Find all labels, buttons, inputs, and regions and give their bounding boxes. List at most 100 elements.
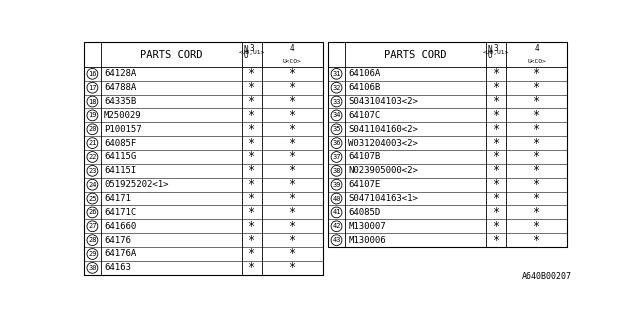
Text: 051925202<1>: 051925202<1> <box>104 180 168 189</box>
Text: *: * <box>289 178 296 191</box>
Text: *: * <box>493 150 500 164</box>
Text: 64335B: 64335B <box>104 97 136 106</box>
Text: PARTS CORD: PARTS CORD <box>140 50 203 60</box>
Text: *: * <box>248 95 255 108</box>
Text: *: * <box>248 164 255 177</box>
Text: 641660: 641660 <box>104 222 136 231</box>
Text: M130006: M130006 <box>348 236 386 245</box>
Text: 27: 27 <box>88 223 97 229</box>
Text: *: * <box>533 178 540 191</box>
Text: 33: 33 <box>332 99 340 105</box>
Text: U<CO>: U<CO> <box>283 59 301 64</box>
Text: A640B00207: A640B00207 <box>522 272 572 281</box>
Text: *: * <box>289 150 296 164</box>
Text: 17: 17 <box>88 85 97 91</box>
Text: S043104103<2>: S043104103<2> <box>348 97 418 106</box>
Text: *: * <box>248 261 255 274</box>
Text: *: * <box>248 150 255 164</box>
Text: S047104163<1>: S047104163<1> <box>348 194 418 203</box>
Text: 19: 19 <box>88 112 97 118</box>
Text: *: * <box>248 67 255 80</box>
Text: W031204003<2>: W031204003<2> <box>348 139 418 148</box>
Text: 34: 34 <box>332 112 340 118</box>
Text: *: * <box>248 247 255 260</box>
Text: *: * <box>533 192 540 205</box>
Text: *: * <box>289 247 296 260</box>
Text: <U0,U1>: <U0,U1> <box>239 50 265 55</box>
Text: *: * <box>533 206 540 219</box>
Text: 41: 41 <box>332 209 340 215</box>
Text: 43: 43 <box>332 237 340 243</box>
Text: O: O <box>244 52 248 60</box>
Text: 64115I: 64115I <box>104 166 136 175</box>
Text: *: * <box>493 164 500 177</box>
Text: *: * <box>289 234 296 247</box>
Text: *: * <box>493 178 500 191</box>
Text: *: * <box>533 81 540 94</box>
Text: 64176A: 64176A <box>104 250 136 259</box>
Text: *: * <box>289 95 296 108</box>
Text: 25: 25 <box>88 196 97 202</box>
Text: *: * <box>248 109 255 122</box>
Text: 4: 4 <box>290 44 294 53</box>
Text: 36: 36 <box>332 140 340 146</box>
Text: 35: 35 <box>332 126 340 132</box>
Text: N023905000<2>: N023905000<2> <box>348 166 418 175</box>
Text: 38: 38 <box>332 168 340 174</box>
Text: *: * <box>533 123 540 136</box>
Text: 64115G: 64115G <box>104 153 136 162</box>
Text: 64163: 64163 <box>104 263 131 272</box>
Text: *: * <box>493 137 500 150</box>
Text: 64128A: 64128A <box>104 69 136 78</box>
Text: *: * <box>533 67 540 80</box>
Text: *: * <box>533 137 540 150</box>
Text: *: * <box>248 192 255 205</box>
Bar <box>84 42 323 275</box>
Text: *: * <box>248 206 255 219</box>
Text: 64106A: 64106A <box>348 69 380 78</box>
Text: 32: 32 <box>332 85 340 91</box>
Text: *: * <box>289 123 296 136</box>
Text: *: * <box>289 164 296 177</box>
Text: 64107C: 64107C <box>348 111 380 120</box>
Text: S041104160<2>: S041104160<2> <box>348 125 418 134</box>
Text: *: * <box>289 220 296 233</box>
Text: *: * <box>533 220 540 233</box>
Text: 64171: 64171 <box>104 194 131 203</box>
Text: 64085D: 64085D <box>348 208 380 217</box>
Text: *: * <box>248 137 255 150</box>
Text: 24: 24 <box>88 182 97 188</box>
Text: *: * <box>533 234 540 247</box>
Text: *: * <box>493 81 500 94</box>
Text: *: * <box>533 95 540 108</box>
Text: *: * <box>289 261 296 274</box>
Text: 20: 20 <box>88 126 97 132</box>
Text: 64106B: 64106B <box>348 83 380 92</box>
Text: 18: 18 <box>88 99 97 105</box>
Text: P100157: P100157 <box>104 125 141 134</box>
Text: 22: 22 <box>88 154 97 160</box>
Text: *: * <box>493 192 500 205</box>
Text: *: * <box>493 123 500 136</box>
Text: 3: 3 <box>250 44 254 53</box>
Text: *: * <box>289 137 296 150</box>
Text: M130007: M130007 <box>348 222 386 231</box>
Text: 40: 40 <box>332 196 340 202</box>
Text: *: * <box>493 234 500 247</box>
Text: 28: 28 <box>88 237 97 243</box>
Text: 4: 4 <box>534 44 539 53</box>
Text: *: * <box>533 164 540 177</box>
Text: PARTS CORD: PARTS CORD <box>385 50 447 60</box>
Text: 30: 30 <box>88 265 97 271</box>
Text: 64107E: 64107E <box>348 180 380 189</box>
Text: *: * <box>493 67 500 80</box>
Text: *: * <box>248 123 255 136</box>
Text: U<CO>: U<CO> <box>527 59 546 64</box>
Text: *: * <box>289 192 296 205</box>
Text: *: * <box>289 67 296 80</box>
Text: 64176: 64176 <box>104 236 131 245</box>
Text: 42: 42 <box>332 223 340 229</box>
Text: 64085F: 64085F <box>104 139 136 148</box>
Text: 29: 29 <box>88 251 97 257</box>
Text: 16: 16 <box>88 71 97 77</box>
